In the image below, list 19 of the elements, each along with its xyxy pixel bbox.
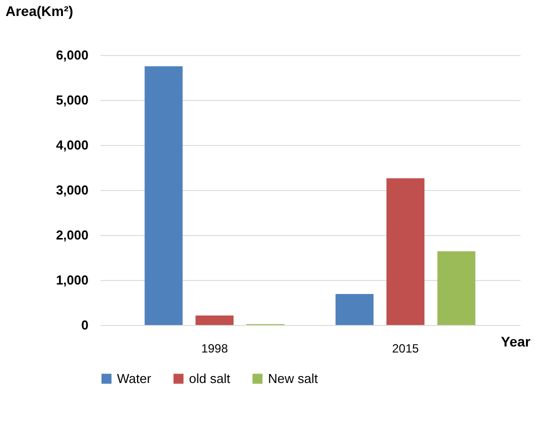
y-tick-label: 6,000 xyxy=(56,48,88,62)
legend-label: old salt xyxy=(189,370,231,386)
y-axis-title: Area(Km²) xyxy=(5,3,74,19)
y-tick-label: 5,000 xyxy=(56,92,88,108)
bar xyxy=(386,178,424,325)
legend-label: Water xyxy=(117,370,152,386)
legend-label: New salt xyxy=(268,370,318,386)
y-tick-label: 2,000 xyxy=(56,228,88,242)
y-tick-label: 4,000 xyxy=(56,138,88,152)
x-axis-title: Year xyxy=(500,334,532,350)
y-tick-label: 3,000 xyxy=(56,182,88,198)
x-tick-label: 1998 xyxy=(201,342,228,356)
bar xyxy=(336,294,374,325)
bar xyxy=(144,66,183,325)
x-tick-label: 2015 xyxy=(392,342,420,356)
y-tick-label: 1,000 xyxy=(56,272,88,288)
y-tick-label: 0 xyxy=(81,318,88,332)
bar xyxy=(196,316,234,325)
bar xyxy=(437,251,476,325)
